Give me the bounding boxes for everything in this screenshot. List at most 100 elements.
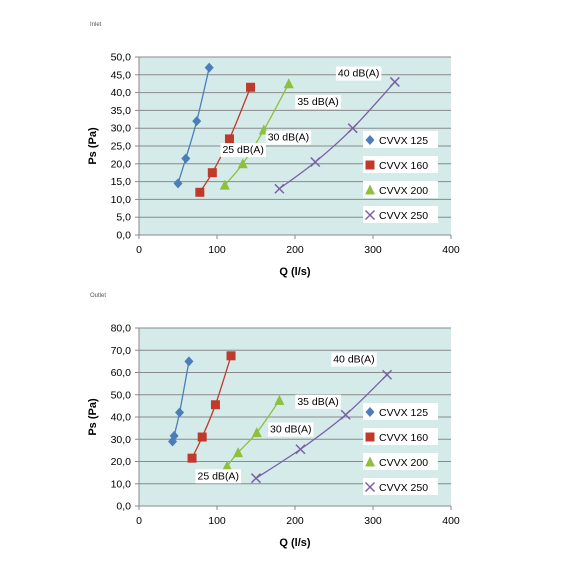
outlet-chart-data-point xyxy=(250,473,262,484)
outlet-chart-data-point-stroke-b xyxy=(295,444,306,455)
outlet-chart-legend-bg xyxy=(363,403,438,420)
outlet-chart-legend-marker xyxy=(365,456,375,467)
inlet-chart-data-point-stroke-b xyxy=(274,183,285,194)
inlet-chart-y-tick-label: 15,0 xyxy=(111,176,132,188)
inlet-chart-data-point xyxy=(347,123,358,134)
outlet-chart-data-point xyxy=(274,394,285,405)
outlet-chart-y-tick-label: 20,0 xyxy=(111,456,132,468)
inlet-chart-y-tick-label: 35,0 xyxy=(111,105,132,117)
outlet-chart-data-point xyxy=(184,356,194,367)
outlet-chart-data-point xyxy=(169,430,179,441)
inlet-chart-annotation: 25 dB(A) xyxy=(222,144,263,156)
outlet-chart-y-tick-label: 50,0 xyxy=(111,389,132,401)
inlet-chart-x-tick-label: 300 xyxy=(364,244,382,256)
inlet-chart-data-point xyxy=(274,183,285,194)
outlet-chart-legend-marker xyxy=(364,481,376,493)
outlet-chart-series-line xyxy=(255,374,388,479)
outlet-chart-legend-marker xyxy=(365,432,375,442)
inlet-chart-data-point xyxy=(195,187,205,197)
inlet-chart-data-point xyxy=(237,158,248,169)
outlet-chart-data-point-stroke-b xyxy=(340,409,351,420)
outlet-chart-y-tick-label: 60,0 xyxy=(111,367,132,379)
inlet-chart-series-line xyxy=(279,81,396,190)
outlet-chart: 0,0 10,0 20,0 30,0 40,0 50,0 60,0 70,0 80,0 0 100 2… xyxy=(87,323,460,550)
inlet-chart-series-line xyxy=(199,87,252,193)
inlet-chart-annotation-bg xyxy=(295,95,341,110)
inlet-chart-data-point xyxy=(283,78,294,89)
outlet-chart-x-tick-label: 200 xyxy=(286,515,304,527)
outlet-chart-data-point xyxy=(187,453,197,463)
inlet-chart-legend-bg xyxy=(363,131,438,148)
outlet-chart-data-point xyxy=(210,400,220,410)
inlet-chart-legend-marker xyxy=(365,160,375,170)
inlet-chart-data-point-stroke-b xyxy=(389,76,400,87)
inlet-chart-x-tick-label: 400 xyxy=(442,244,460,256)
inlet-chart-y-tick-label: 10,0 xyxy=(111,194,132,206)
outlet-chart-y-tick-label: 40,0 xyxy=(111,412,132,424)
outlet-chart-data-point-stroke-b xyxy=(250,473,262,484)
inlet-chart-annotation: 30 dB(A) xyxy=(268,132,309,144)
inlet-chart-data-point xyxy=(246,82,256,92)
outlet-chart-data-point xyxy=(222,460,233,471)
inlet-chart-annotation-bg xyxy=(265,130,312,145)
outlet-chart-data-point xyxy=(382,369,393,380)
inlet-chart-y-tick-label: 50,0 xyxy=(111,52,132,64)
inlet-chart-annotation: 40 dB(A) xyxy=(338,68,379,80)
inlet-chart-x-axis-title: Q (l/s) xyxy=(279,266,311,278)
inlet-chart-legend-label: CVVX 125 xyxy=(379,135,428,147)
outlet-chart-y-tick-label: 0,0 xyxy=(116,501,131,513)
inlet-chart-legend-bg xyxy=(363,181,438,198)
outlet-chart-x-axis-title: Q (l/s) xyxy=(279,537,311,549)
outlet-chart-data-point-stroke-b xyxy=(382,369,393,380)
outlet-chart-x-tick-label: 100 xyxy=(208,515,226,527)
inlet-chart-annotation-bg xyxy=(220,143,266,158)
inlet-chart-y-tick-label: 5,0 xyxy=(116,212,131,224)
inlet-chart-legend-label: CVVX 250 xyxy=(379,210,428,222)
outlet-chart-data-point xyxy=(175,407,185,418)
outlet-chart-data-point xyxy=(295,444,306,455)
inlet-chart-legend-marker-stroke-b xyxy=(364,209,376,221)
outlet-chart-y-tick-label: 80,0 xyxy=(111,323,132,335)
inlet-chart-legend-marker xyxy=(364,209,376,221)
inlet-caption: Inlet xyxy=(90,22,102,28)
inlet-chart-y-tick-label: 25,0 xyxy=(111,141,132,153)
inlet-chart-x-tick-label: 0 xyxy=(136,244,142,256)
inlet-chart-data-point xyxy=(389,76,400,87)
outlet-chart-y-axis-title: Ps (Pa) xyxy=(87,398,99,436)
outlet-chart-legend-label: CVVX 250 xyxy=(379,482,428,494)
outlet-chart-legend-label: CVVX 160 xyxy=(379,432,428,444)
outlet-chart-series-line xyxy=(226,399,280,467)
inlet-chart-data-point xyxy=(204,62,214,73)
inlet-chart-data-point-stroke-b xyxy=(347,123,358,134)
outlet-chart-y-tick-label: 10,0 xyxy=(111,478,132,490)
inlet-chart-y-tick-label: 40,0 xyxy=(111,87,132,99)
outlet-chart-data-point xyxy=(197,432,207,442)
outlet-chart-data-point xyxy=(340,409,351,420)
outlet-chart-legend-marker-stroke-b xyxy=(364,481,376,493)
outlet-chart-annotation-bg xyxy=(295,394,341,409)
outlet-chart-annotation-bg xyxy=(195,469,241,484)
inlet-chart-annotation: 35 dB(A) xyxy=(297,96,338,108)
inlet-chart-y-tick-label: 45,0 xyxy=(111,69,132,81)
outlet-chart-legend-label: CVVX 125 xyxy=(379,407,428,419)
outlet-chart-data-point xyxy=(226,351,236,361)
inlet-chart-data-point xyxy=(310,156,321,168)
outlet-chart-annotation-bg xyxy=(331,352,377,367)
outlet-chart-annotation: 30 dB(A) xyxy=(270,424,311,436)
outlet-chart-legend-bg xyxy=(363,428,438,445)
inlet-chart-y-tick-label: 0,0 xyxy=(116,230,131,242)
outlet-chart-x-tick-label: 400 xyxy=(442,515,460,527)
outlet-chart-legend-label: CVVX 200 xyxy=(379,457,428,469)
inlet-chart-data-point xyxy=(173,178,183,189)
inlet-chart-x-tick-label: 200 xyxy=(286,244,304,256)
inlet-chart-annotation-bg xyxy=(335,66,382,81)
outlet-caption: Outlet xyxy=(90,293,107,299)
inlet-chart-legend-bg xyxy=(363,156,438,173)
outlet-chart-series-line xyxy=(191,355,232,459)
inlet-chart-data-point xyxy=(219,179,230,190)
outlet-chart-annotation: 40 dB(A) xyxy=(333,353,374,365)
inlet-chart-data-point xyxy=(207,168,217,178)
outlet-chart-data-point xyxy=(233,447,244,458)
outlet-chart-x-tick-label: 300 xyxy=(364,515,382,527)
